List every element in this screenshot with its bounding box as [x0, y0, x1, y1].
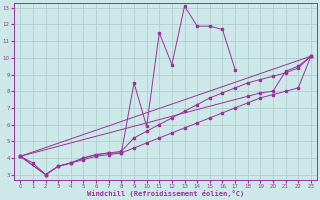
X-axis label: Windchill (Refroidissement éolien,°C): Windchill (Refroidissement éolien,°C) — [87, 190, 244, 197]
